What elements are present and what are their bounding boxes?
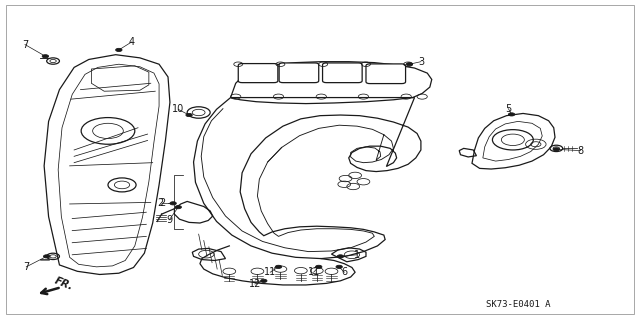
- Text: 5: 5: [505, 104, 511, 114]
- Circle shape: [44, 255, 50, 258]
- FancyBboxPatch shape: [238, 63, 278, 83]
- Text: SK73-E0401 A: SK73-E0401 A: [486, 300, 550, 309]
- Circle shape: [42, 55, 49, 58]
- Text: 6: 6: [341, 267, 348, 277]
- Text: 11: 11: [264, 267, 276, 277]
- Circle shape: [508, 113, 515, 116]
- Text: 12: 12: [249, 279, 261, 289]
- Circle shape: [170, 202, 176, 205]
- Circle shape: [260, 279, 267, 282]
- FancyBboxPatch shape: [366, 64, 406, 84]
- Text: 7: 7: [23, 262, 29, 272]
- Text: 8: 8: [577, 145, 584, 156]
- Text: FR.: FR.: [53, 276, 75, 292]
- Text: 4: 4: [129, 37, 134, 47]
- Text: 3: 3: [418, 57, 424, 67]
- Text: 9: 9: [166, 215, 172, 225]
- Circle shape: [406, 63, 413, 66]
- Circle shape: [275, 265, 282, 269]
- Text: 11: 11: [307, 267, 320, 277]
- Circle shape: [116, 48, 122, 51]
- Text: 10: 10: [172, 104, 184, 114]
- Text: 7: 7: [22, 40, 28, 49]
- Circle shape: [186, 114, 192, 117]
- Circle shape: [175, 205, 181, 209]
- Circle shape: [337, 255, 344, 258]
- Circle shape: [316, 265, 322, 269]
- Text: 2: 2: [159, 198, 165, 208]
- Circle shape: [336, 265, 342, 269]
- Text: 2: 2: [157, 198, 163, 208]
- Circle shape: [553, 148, 559, 151]
- FancyBboxPatch shape: [323, 63, 362, 83]
- Text: 1: 1: [354, 250, 360, 260]
- FancyBboxPatch shape: [279, 63, 319, 83]
